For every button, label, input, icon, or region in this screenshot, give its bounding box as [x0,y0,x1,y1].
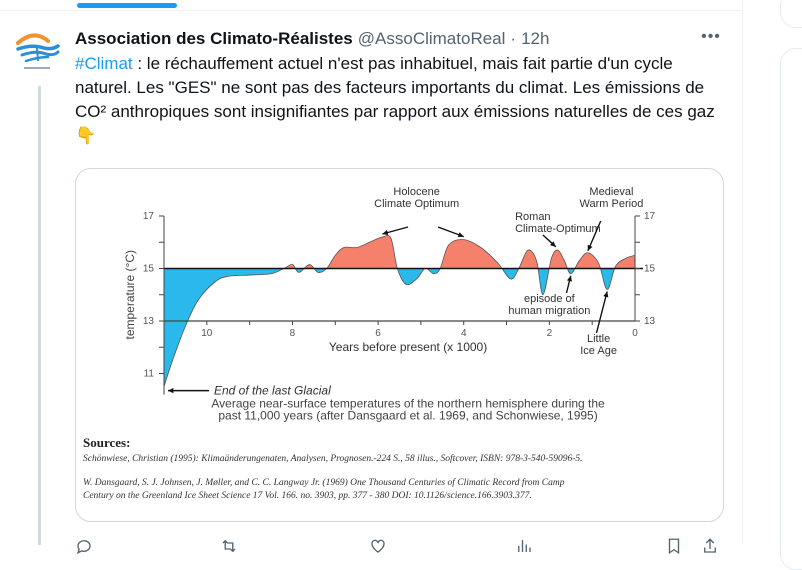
hashtag-link[interactable]: #Climat [75,54,133,73]
annotation-human-migration: human migration [508,305,590,317]
annotation-arrow [595,291,608,334]
annotation-arrow-head [587,244,593,251]
timestamp[interactable]: 12h [521,29,550,48]
annotation-arrow-head [566,275,573,282]
author-name[interactable]: Association des Climato-Réalistes [75,29,353,48]
bookmark-icon [668,538,680,555]
y-tick-label-left: 15 [143,264,155,275]
wave-sun-logo-icon [16,33,60,69]
tweet-body: : le réchauffement actuel n'est pas inha… [75,54,715,121]
chart-caption: past 11,000 years (after Dansgaard et al… [218,409,597,423]
annotation-end-of-glacial: End of the last Glacial [214,384,331,398]
tweet-image[interactable]: 17 15 13 11 17 15 13 10 8 6 4 2 0 Years before presen… [75,168,724,522]
source-ref-2-line2: Century on the Greenland Ice Sheet Scien… [83,491,532,501]
separator: · [510,29,517,48]
y-axis-label: temperature (°C) [123,250,137,340]
views-button[interactable] [515,537,533,555]
tweet-header: Association des Climato-Réalistes @AssoC… [75,28,549,50]
share-button[interactable] [701,537,719,555]
avatar[interactable] [12,27,62,77]
temperature-chart: 17 15 13 11 17 15 13 10 8 6 4 2 0 Years before presen… [123,186,656,423]
annotation-little-ice-age: Little [587,333,610,345]
more-icon: ••• [701,28,721,45]
y-tick-label-left: 17 [143,211,155,222]
y-tick-label-left: 11 [144,369,155,380]
annotation-medieval-warm-period: Warm Period [580,198,644,210]
pointing-down-emoji: 👇 [75,126,97,145]
retweet-icon [222,539,236,553]
source-ref-1: Schönwiese, Christian (1995): Klimaänder… [83,454,583,464]
heart-icon [371,539,385,553]
y-tick-label-right: 13 [644,316,656,327]
chart-caption: Average near-surface temperatures of the… [211,397,605,411]
reply-button[interactable] [75,537,93,555]
tweet-actions [75,537,725,557]
annotation-arrow-head [168,388,174,394]
views-icon [518,540,531,552]
y-tick-label-right: 15 [644,264,656,275]
annotation-little-ice-age: Ice Age [580,345,617,357]
x-tick-label: 10 [201,328,213,339]
cold-anomaly-area [164,268,635,387]
reply-icon [76,540,91,555]
divider [0,10,743,11]
sources-block: Sources: Schönwiese, Christian (1995): K… [83,435,582,503]
source-ref-2-line1: W. Dansgaard, S. J. Johnsen, J. Møller, … [83,478,565,488]
x-tick-label: 2 [547,328,553,339]
annotation-holocene-optimum: Climate Optimum [374,198,459,210]
author-handle[interactable]: @AssoClimatoReal [357,29,506,48]
y-tick-label-left: 13 [143,316,155,327]
active-tab-indicator [77,3,177,8]
x-tick-label: 4 [461,328,467,339]
sidebar-card [780,48,802,570]
annotation-holocene-optimum: Holocene [393,186,439,198]
annotation-roman-optimum: Roman [515,211,550,223]
x-axis-label: Years before present (x 1000) [329,340,487,354]
column-divider [742,0,743,545]
annotation-arrow-head [603,291,609,298]
annotation-arrow-head [382,230,389,236]
annotation-roman-optimum: Climate-Optimum [515,223,601,235]
sources-title: Sources: [83,435,131,450]
retweet-button[interactable] [220,537,238,555]
thread-connector [38,86,41,545]
x-tick-label: 0 [632,328,638,339]
y-tick-label-right: 17 [644,211,656,222]
annotation-arrow-head [457,232,464,238]
bookmark-button[interactable] [665,537,683,555]
x-tick-label: 8 [290,328,296,339]
tweet-text: #Climat : le réchauffement actuel n'est … [75,52,725,148]
like-button[interactable] [369,537,387,555]
annotation-human-migration: episode of [524,293,576,305]
x-tick-label: 6 [375,328,381,339]
share-icon [704,538,716,553]
sidebar-card [780,0,802,28]
annotation-medieval-warm-period: Medieval [589,186,633,198]
more-options-button[interactable]: ••• [697,28,725,48]
annotation-arrow-head [550,241,556,247]
warm-anomaly-area [164,235,635,269]
